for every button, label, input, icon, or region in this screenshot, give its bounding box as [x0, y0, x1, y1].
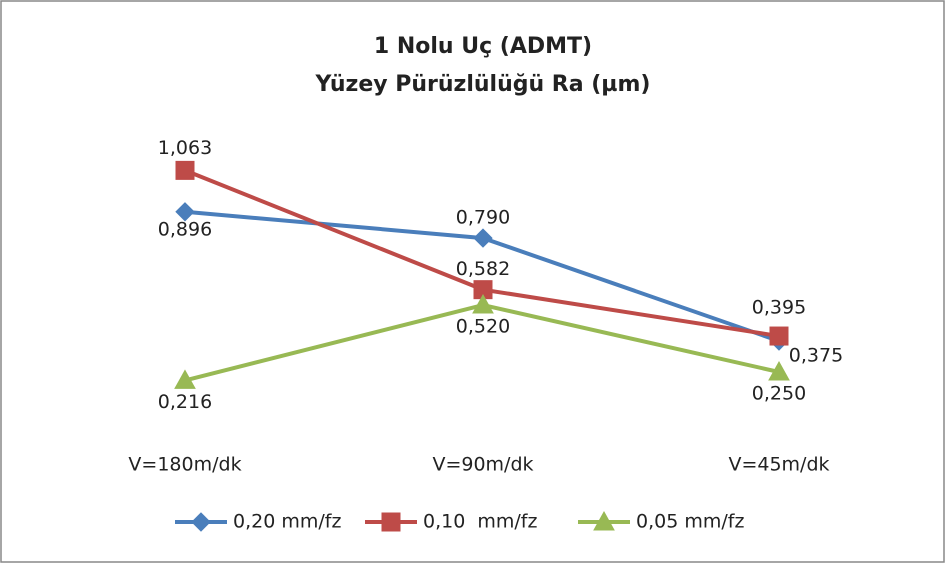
- data-point: [174, 369, 196, 389]
- data-label: 1,063: [158, 137, 212, 159]
- data-label: 0,790: [456, 207, 510, 229]
- data-point: [768, 360, 790, 381]
- data-label: 0,520: [456, 316, 510, 338]
- legend-marker: [593, 510, 615, 531]
- data-label: 0,216: [158, 391, 212, 413]
- x-tick-label: V=45m/dk: [728, 454, 829, 476]
- legend-label: 0,05 mm/fz: [636, 511, 744, 533]
- data-label: 0,250: [752, 383, 806, 405]
- data-label: 0,582: [456, 258, 510, 280]
- data-point: [473, 228, 493, 248]
- data-point: [472, 294, 494, 314]
- data-point: [175, 202, 195, 222]
- legend-marker: [381, 512, 401, 532]
- chart-title: 1 Nolu Uç (ADMT): [374, 34, 592, 59]
- x-tick-label: V=90m/dk: [432, 454, 533, 476]
- data-label: 0,375: [789, 345, 843, 367]
- legend-marker: [191, 512, 211, 532]
- chart-title: Yüzey Pürüzlülüğü Ra (µm): [315, 72, 651, 97]
- data-point: [175, 160, 195, 180]
- data-label: 0,896: [158, 218, 212, 240]
- data-label: 0,395: [752, 297, 806, 319]
- legend-label: 0,10 mm/fz: [423, 511, 537, 533]
- data-point: [769, 326, 789, 346]
- x-tick-label: V=180m/dk: [128, 454, 241, 476]
- legend-label: 0,20 mm/fz: [233, 511, 341, 533]
